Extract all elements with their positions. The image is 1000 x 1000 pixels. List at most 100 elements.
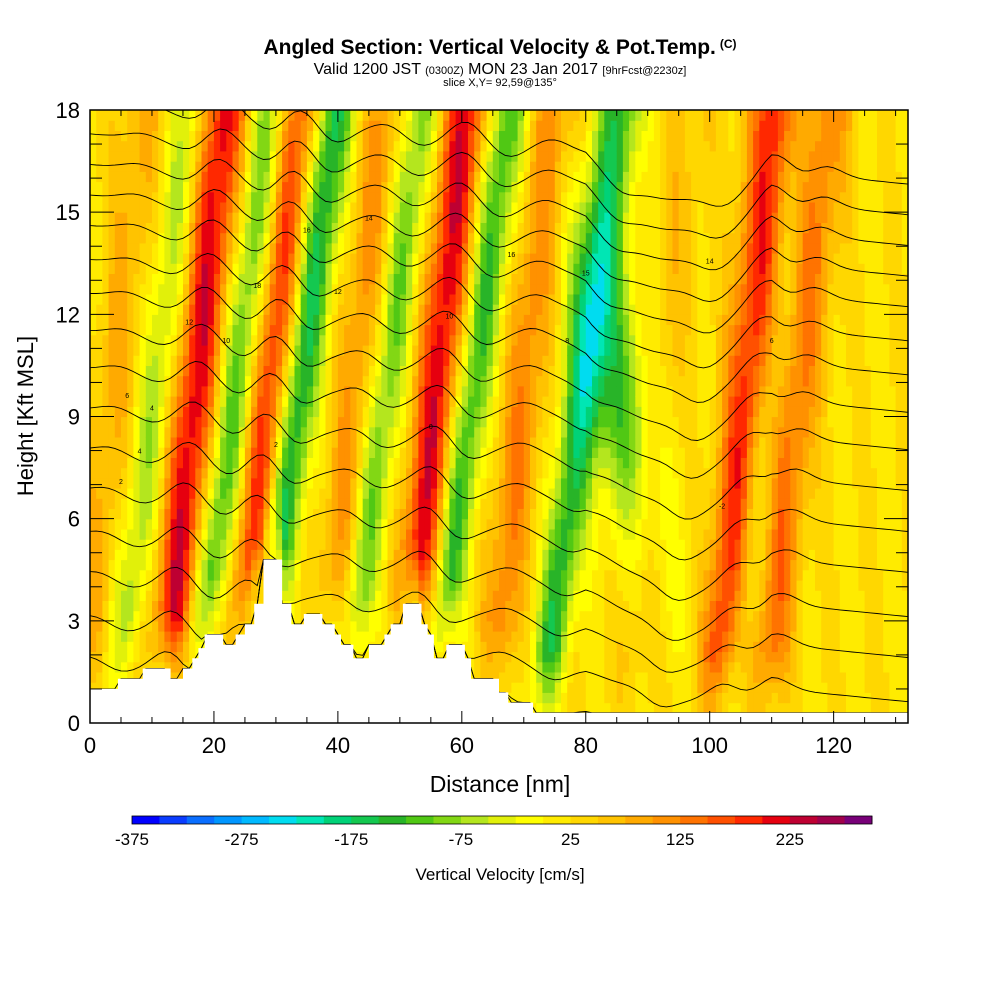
velocity-cell [567, 171, 574, 183]
velocity-cell [592, 232, 599, 244]
velocity-cell [183, 385, 190, 397]
velocity-cell [102, 181, 110, 193]
velocity-cell [486, 385, 494, 397]
velocity-cell [344, 304, 351, 315]
velocity-cell [238, 610, 246, 622]
velocity-cell [536, 549, 543, 561]
velocity-cell [598, 355, 605, 366]
velocity-cell [499, 447, 506, 458]
velocity-cell [579, 171, 587, 183]
velocity-cell [480, 222, 488, 234]
velocity-cell [598, 406, 605, 418]
velocity-cell [319, 559, 327, 571]
velocity-cell [213, 345, 221, 356]
velocity-cell [430, 426, 438, 438]
velocity-cell [474, 253, 481, 264]
velocity-cell [189, 304, 196, 315]
velocity-cell [468, 661, 475, 673]
velocity-cell [257, 416, 265, 428]
velocity-cell [294, 222, 302, 234]
velocity-cell [598, 222, 605, 234]
velocity-cell [344, 140, 351, 152]
velocity-cell [337, 488, 345, 499]
velocity-cell [592, 375, 599, 387]
velocity-cell [517, 365, 525, 377]
velocity-cell [499, 620, 506, 632]
velocity-cell [325, 569, 333, 581]
velocity-cell [418, 396, 426, 407]
velocity-cell [517, 620, 525, 632]
velocity-cell [437, 201, 444, 213]
velocity-cell [474, 110, 481, 121]
velocity-cell [244, 283, 252, 295]
velocity-cell [300, 590, 308, 601]
velocity-cell [158, 345, 165, 356]
velocity-cell [530, 518, 537, 530]
velocity-cell [263, 355, 271, 366]
velocity-cell [350, 273, 358, 285]
velocity-cell [337, 620, 345, 632]
velocity-cell [356, 590, 364, 601]
velocity-cell [121, 140, 128, 152]
velocity-cell [183, 518, 190, 530]
velocity-cell [443, 631, 450, 642]
velocity-cell [331, 324, 339, 336]
velocity-cell [505, 457, 512, 469]
velocity-cell [306, 201, 314, 213]
velocity-cell [269, 314, 277, 326]
velocity-cell [573, 232, 581, 244]
velocity-cell [90, 283, 97, 295]
velocity-cell [257, 283, 265, 295]
velocity-cell [449, 345, 457, 356]
velocity-cell [294, 590, 302, 601]
velocity-cell [598, 314, 605, 326]
velocity-cell [554, 263, 562, 274]
velocity-cell [201, 293, 209, 305]
velocity-cell [139, 150, 147, 162]
velocity-cell [437, 222, 444, 234]
velocity-cell [344, 345, 351, 356]
velocity-cell [201, 130, 209, 142]
velocity-cell [530, 569, 537, 581]
velocity-cell [263, 324, 271, 336]
velocity-cell [325, 263, 333, 274]
velocity-cell [158, 242, 165, 254]
velocity-cell [368, 375, 376, 387]
velocity-cell [443, 569, 450, 581]
velocity-cell [368, 140, 376, 152]
velocity-cell [121, 273, 128, 285]
velocity-cell [306, 416, 314, 428]
velocity-cell [499, 682, 506, 693]
velocity-cell [554, 406, 562, 418]
velocity-cell [139, 508, 147, 520]
velocity-cell [244, 569, 252, 581]
velocity-cell [542, 355, 550, 366]
velocity-cell [313, 171, 320, 183]
velocity-cell [133, 304, 141, 315]
velocity-cell [275, 130, 283, 142]
velocity-cell [375, 518, 382, 530]
velocity-cell [195, 293, 203, 305]
velocity-cell [505, 580, 512, 591]
velocity-cell [96, 253, 103, 264]
velocity-cell [437, 590, 444, 601]
velocity-cell [523, 671, 531, 683]
velocity-cell [455, 539, 463, 550]
velocity-cell [313, 161, 320, 172]
velocity-cell [282, 375, 289, 387]
velocity-cell [474, 304, 481, 315]
velocity-cell [592, 273, 599, 285]
velocity-cell [108, 477, 116, 489]
velocity-cell [418, 304, 426, 315]
velocity-cell [195, 488, 203, 499]
velocity-cell [592, 641, 599, 653]
velocity-cell [183, 314, 190, 326]
velocity-cell [554, 396, 562, 407]
velocity-cell [127, 130, 134, 142]
velocity-cell [282, 283, 289, 295]
velocity-cell [486, 631, 494, 642]
velocity-cell [319, 150, 327, 162]
velocity-cell [461, 375, 469, 387]
velocity-cell [102, 201, 110, 213]
velocity-cell [468, 222, 475, 234]
